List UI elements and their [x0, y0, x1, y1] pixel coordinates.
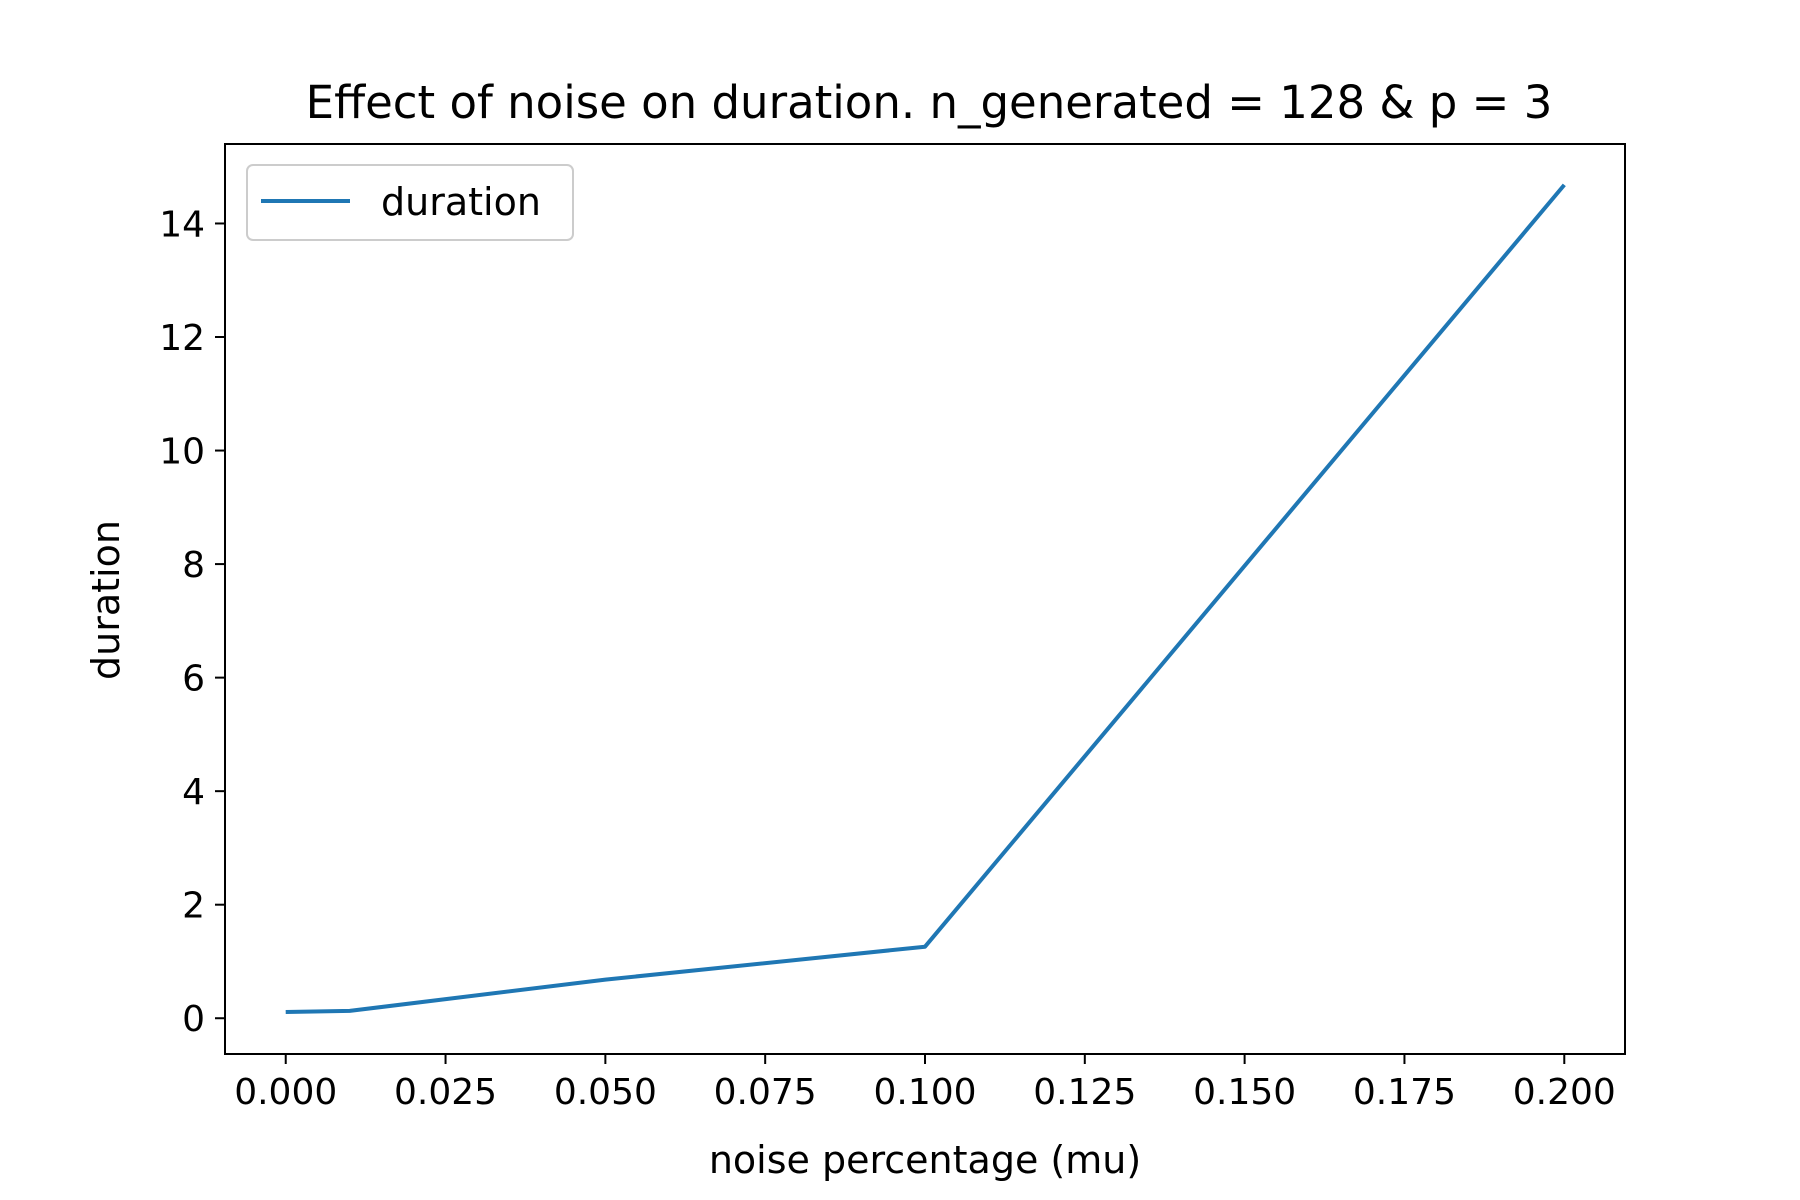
plot-area	[285, 183, 1566, 1014]
y-tick-label: 14	[159, 204, 205, 245]
x-tick-label: 0.075	[714, 1072, 817, 1113]
series-line-duration	[285, 183, 1566, 1014]
y-tick-label: 12	[159, 318, 205, 359]
x-tick-label: 0.025	[394, 1072, 497, 1113]
x-tick-label: 0.200	[1513, 1072, 1616, 1113]
x-tick-label: 0.100	[873, 1072, 976, 1113]
y-axis-label: duration	[84, 520, 128, 680]
y-tick-label: 6	[182, 659, 205, 700]
x-axis: 0.000 0.025 0.050 0.075 0.100 0.125 0.150 0.175…	[234, 1054, 1616, 1113]
y-tick-label: 4	[182, 772, 205, 813]
y-axis: 0 2 4 6 8 10 12 14	[159, 204, 225, 1040]
x-tick-label: 0.000	[234, 1072, 337, 1113]
y-tick-label: 10	[159, 432, 205, 473]
y-tick-label: 8	[182, 545, 205, 586]
y-tick-label: 2	[182, 886, 205, 927]
legend: duration	[246, 164, 574, 241]
x-tick-label: 0.175	[1353, 1072, 1456, 1113]
x-axis-label: noise percentage (mu)	[709, 1138, 1141, 1182]
legend-box	[246, 164, 574, 241]
y-tick-label: 0	[182, 999, 205, 1040]
legend-label-duration: duration	[381, 180, 541, 224]
x-tick-label: 0.050	[554, 1072, 657, 1113]
plot-frame	[224, 143, 1626, 1055]
x-tick-label: 0.125	[1033, 1072, 1136, 1113]
x-tick-label: 0.150	[1193, 1072, 1296, 1113]
chart-title: Effect of noise on duration. n_generated…	[306, 76, 1553, 129]
